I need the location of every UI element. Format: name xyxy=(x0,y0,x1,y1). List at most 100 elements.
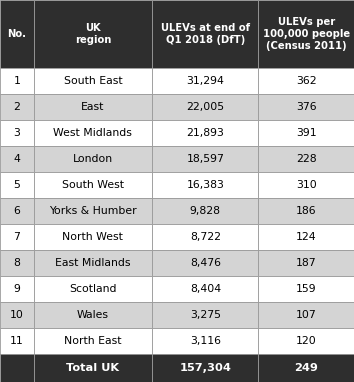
Bar xyxy=(152,354,258,382)
Text: 8,722: 8,722 xyxy=(190,232,221,242)
Text: Scotland: Scotland xyxy=(69,284,117,294)
Bar xyxy=(258,68,354,94)
Text: 11: 11 xyxy=(10,336,24,346)
Bar xyxy=(34,276,152,302)
Bar xyxy=(0,328,34,354)
Bar xyxy=(0,68,34,94)
Bar xyxy=(258,224,354,250)
Bar xyxy=(0,146,34,172)
Text: 8,476: 8,476 xyxy=(190,258,221,268)
Text: South West: South West xyxy=(62,180,124,190)
Bar xyxy=(0,0,34,68)
Text: 8: 8 xyxy=(13,258,20,268)
Text: West Midlands: West Midlands xyxy=(53,128,132,138)
Bar xyxy=(258,276,354,302)
Text: 107: 107 xyxy=(296,310,316,320)
Text: 124: 124 xyxy=(296,232,316,242)
Bar xyxy=(152,328,258,354)
Text: 228: 228 xyxy=(296,154,316,164)
Bar xyxy=(258,172,354,198)
Text: London: London xyxy=(73,154,113,164)
Text: North East: North East xyxy=(64,336,122,346)
Text: 249: 249 xyxy=(294,363,318,373)
Bar xyxy=(0,198,34,224)
Bar xyxy=(152,68,258,94)
Text: 4: 4 xyxy=(13,154,20,164)
Bar xyxy=(258,354,354,382)
Text: 7: 7 xyxy=(13,232,20,242)
Bar xyxy=(0,224,34,250)
Bar xyxy=(34,0,152,68)
Bar xyxy=(152,276,258,302)
Text: 9,828: 9,828 xyxy=(190,206,221,216)
Bar xyxy=(34,302,152,328)
Text: 120: 120 xyxy=(296,336,316,346)
Bar xyxy=(258,198,354,224)
Text: 5: 5 xyxy=(13,180,20,190)
Bar xyxy=(152,302,258,328)
Bar xyxy=(34,172,152,198)
Bar xyxy=(258,146,354,172)
Bar xyxy=(152,198,258,224)
Text: 362: 362 xyxy=(296,76,316,86)
Bar xyxy=(258,0,354,68)
Bar xyxy=(0,276,34,302)
Text: 1: 1 xyxy=(13,76,20,86)
Bar xyxy=(152,250,258,276)
Text: No.: No. xyxy=(7,29,26,39)
Bar xyxy=(258,302,354,328)
Bar xyxy=(0,120,34,146)
Text: 186: 186 xyxy=(296,206,316,216)
Bar xyxy=(152,146,258,172)
Text: 391: 391 xyxy=(296,128,316,138)
Text: Yorks & Humber: Yorks & Humber xyxy=(49,206,137,216)
Bar xyxy=(152,94,258,120)
Text: UK
region: UK region xyxy=(75,23,111,45)
Text: ULEVs at end of
Q1 2018 (DfT): ULEVs at end of Q1 2018 (DfT) xyxy=(161,23,250,45)
Text: East: East xyxy=(81,102,105,112)
Bar xyxy=(34,68,152,94)
Bar xyxy=(34,224,152,250)
Bar xyxy=(0,250,34,276)
Text: 31,294: 31,294 xyxy=(187,76,224,86)
Text: 10: 10 xyxy=(10,310,24,320)
Bar xyxy=(258,328,354,354)
Text: Total UK: Total UK xyxy=(66,363,120,373)
Text: Wales: Wales xyxy=(77,310,109,320)
Text: 6: 6 xyxy=(13,206,20,216)
Bar xyxy=(34,250,152,276)
Bar xyxy=(34,120,152,146)
Bar xyxy=(0,354,34,382)
Bar xyxy=(34,328,152,354)
Bar xyxy=(258,120,354,146)
Bar xyxy=(0,172,34,198)
Text: 2: 2 xyxy=(13,102,20,112)
Text: 376: 376 xyxy=(296,102,316,112)
Text: 9: 9 xyxy=(13,284,20,294)
Text: South East: South East xyxy=(64,76,122,86)
Text: 3,275: 3,275 xyxy=(190,310,221,320)
Bar xyxy=(152,172,258,198)
Text: 3,116: 3,116 xyxy=(190,336,221,346)
Text: 21,893: 21,893 xyxy=(187,128,224,138)
Text: 16,383: 16,383 xyxy=(187,180,224,190)
Text: 310: 310 xyxy=(296,180,316,190)
Bar xyxy=(34,94,152,120)
Bar xyxy=(152,120,258,146)
Bar xyxy=(152,224,258,250)
Text: 8,404: 8,404 xyxy=(190,284,221,294)
Text: ULEVs per
100,000 people
(Census 2011): ULEVs per 100,000 people (Census 2011) xyxy=(263,17,350,51)
Bar xyxy=(34,198,152,224)
Bar xyxy=(34,146,152,172)
Text: 157,304: 157,304 xyxy=(179,363,231,373)
Bar xyxy=(152,0,258,68)
Bar xyxy=(0,94,34,120)
Bar xyxy=(0,302,34,328)
Text: East Midlands: East Midlands xyxy=(55,258,131,268)
Bar xyxy=(258,94,354,120)
Text: 159: 159 xyxy=(296,284,316,294)
Text: 187: 187 xyxy=(296,258,316,268)
Bar xyxy=(258,250,354,276)
Text: 18,597: 18,597 xyxy=(187,154,224,164)
Text: North West: North West xyxy=(63,232,123,242)
